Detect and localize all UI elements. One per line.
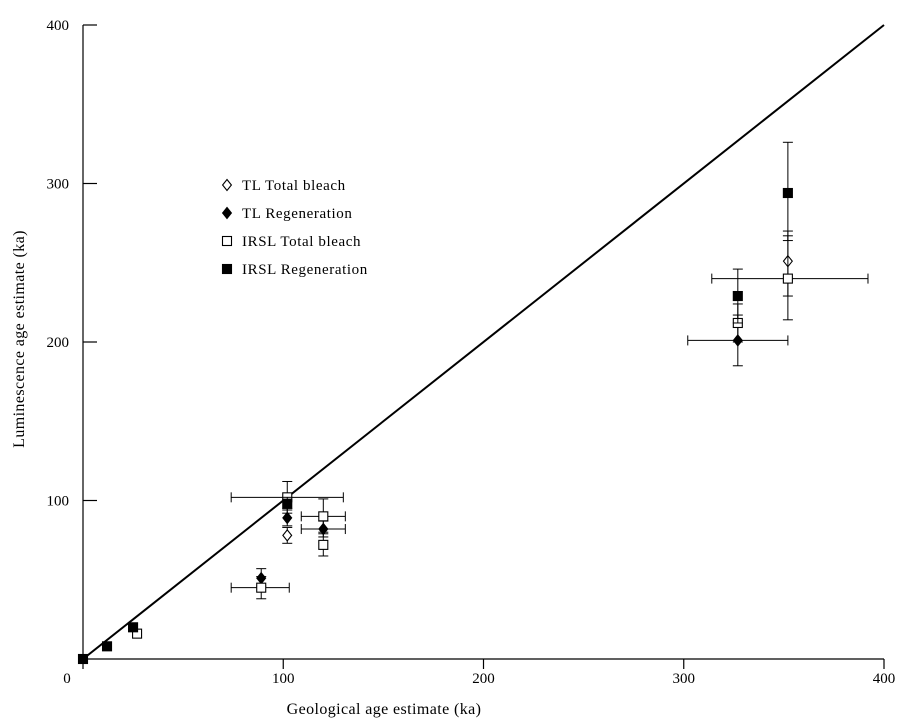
filled-square-marker xyxy=(282,498,293,509)
x-tick-label: 0 xyxy=(63,671,71,687)
series-irsl-regeneration xyxy=(77,141,793,665)
open-square-marker xyxy=(782,273,793,284)
x-axis-title: Geological age estimate (ka) xyxy=(287,701,482,718)
y-tick-label: 400 xyxy=(47,18,70,34)
open-square-marker xyxy=(221,235,233,247)
y-tick-label: 300 xyxy=(47,177,70,193)
open-square-marker xyxy=(256,582,267,593)
reference-line-group xyxy=(82,24,885,660)
filled-square-marker xyxy=(221,263,233,275)
x-tick-label: 400 xyxy=(873,671,896,687)
axes: 0 100 200 300 400 100 200 300 400 xyxy=(47,18,896,687)
legend-item: IRSL Total bleach xyxy=(221,234,361,250)
x-tick-label: 200 xyxy=(472,671,495,687)
filled-square-marker xyxy=(128,622,139,633)
one-to-one-line xyxy=(82,24,885,660)
y-tick-label: 200 xyxy=(47,335,70,351)
x-tick-label: 100 xyxy=(272,671,295,687)
y-axis-title: Luminescence age estimate (ka) xyxy=(11,230,28,448)
legend-label: IRSL Total bleach xyxy=(242,234,361,250)
filled-square-marker xyxy=(732,290,743,302)
legend-item: TL Regeneration xyxy=(221,206,352,222)
legend-item: IRSL Regeneration xyxy=(221,262,368,278)
open-square-marker xyxy=(318,511,329,522)
legend-label: TL Regeneration xyxy=(242,206,352,222)
open-diamond-marker xyxy=(282,528,293,542)
filled-diamond-marker xyxy=(221,206,233,220)
legend-label: IRSL Regeneration xyxy=(242,262,368,278)
open-square-marker xyxy=(318,539,329,550)
filled-diamond-marker xyxy=(282,511,293,525)
legend: TL Total bleach TL Regeneration IRSL Total… xyxy=(221,178,368,278)
series-irsl-total-bleach xyxy=(132,235,869,639)
legend-item: TL Total bleach xyxy=(221,178,346,194)
y-tick-label: 100 xyxy=(47,494,70,510)
filled-square-marker xyxy=(77,653,89,665)
filled-square-marker xyxy=(101,641,113,652)
series-tl-regeneration xyxy=(256,314,789,587)
filled-square-marker xyxy=(782,187,793,199)
legend-label: TL Total bleach xyxy=(242,178,346,194)
open-diamond-marker xyxy=(221,178,233,192)
x-tick-label: 300 xyxy=(673,671,696,687)
data-points xyxy=(77,141,869,665)
